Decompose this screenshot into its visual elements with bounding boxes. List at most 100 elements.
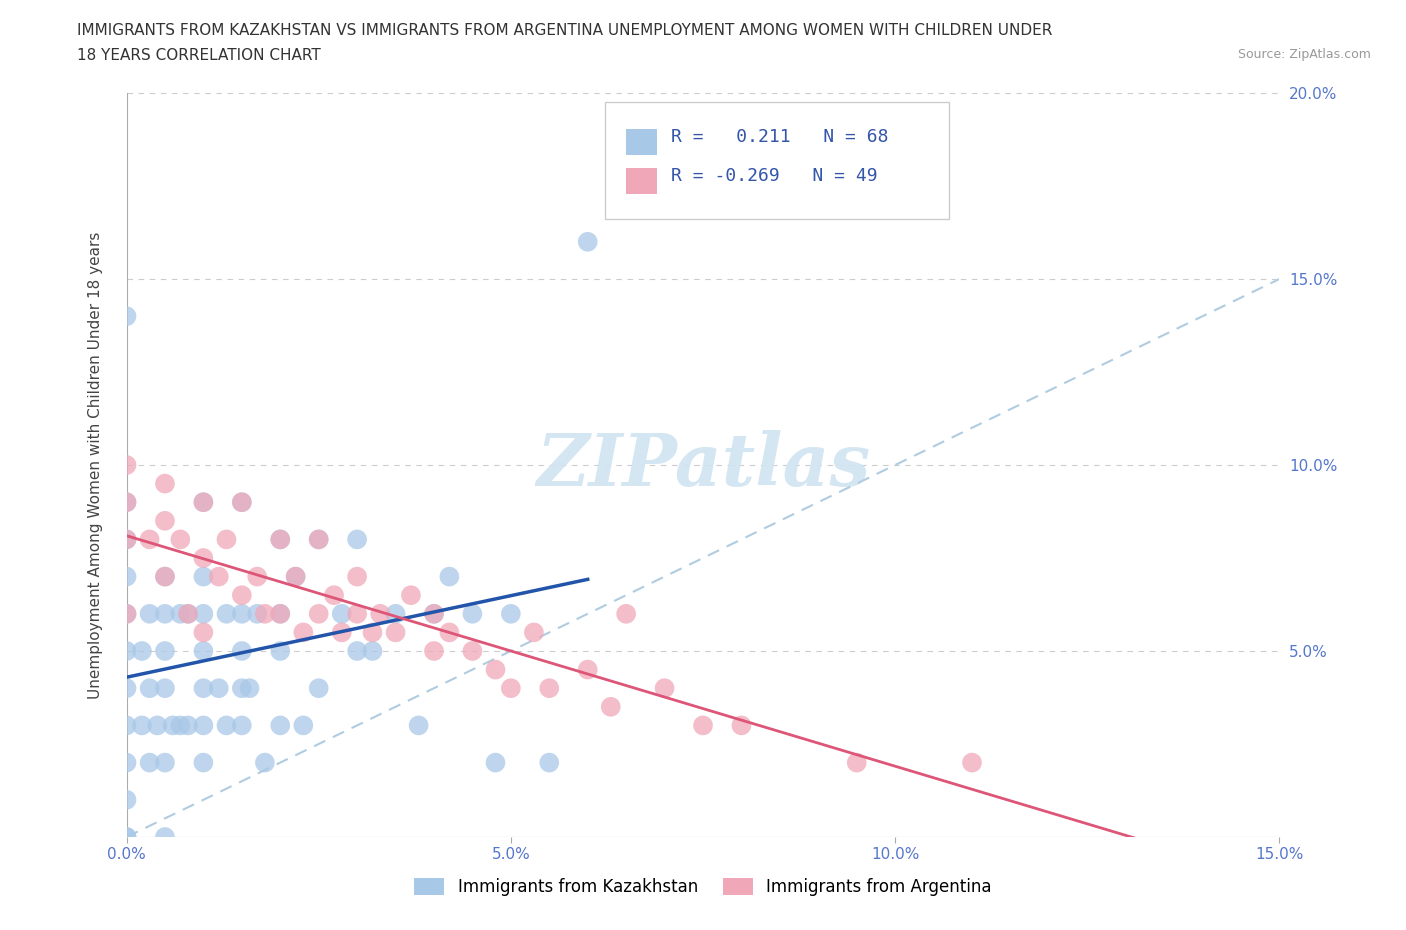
Point: [153, 606, 176, 621]
Point: [269, 718, 291, 733]
Point: [193, 755, 215, 770]
Point: [115, 309, 138, 324]
Point: [423, 606, 446, 621]
Point: [231, 718, 253, 733]
Point: [193, 625, 215, 640]
Point: [408, 718, 430, 733]
Point: [153, 681, 176, 696]
Point: [115, 606, 138, 621]
Point: [461, 606, 484, 621]
Point: [692, 718, 714, 733]
Point: [346, 606, 368, 621]
Point: [484, 662, 506, 677]
Point: [153, 644, 176, 658]
Point: [654, 681, 676, 696]
Point: [423, 644, 446, 658]
Point: [153, 513, 176, 528]
Point: [308, 681, 330, 696]
Point: [330, 625, 353, 640]
Point: [368, 606, 391, 621]
Point: [193, 644, 215, 658]
Point: [115, 792, 138, 807]
Point: [138, 755, 160, 770]
Point: [292, 718, 315, 733]
Point: [115, 830, 138, 844]
Point: [845, 755, 868, 770]
Point: [138, 606, 160, 621]
Point: [538, 681, 561, 696]
Point: [115, 718, 138, 733]
Point: [346, 569, 368, 584]
Point: [231, 588, 253, 603]
Point: [115, 569, 138, 584]
Point: [730, 718, 752, 733]
Point: [177, 606, 200, 621]
Point: [269, 644, 291, 658]
Point: [439, 625, 461, 640]
Point: [153, 569, 176, 584]
Point: [115, 532, 138, 547]
Point: [115, 495, 138, 510]
Point: [231, 606, 253, 621]
Point: [169, 606, 191, 621]
Point: [308, 532, 330, 547]
Point: [115, 755, 138, 770]
Point: [115, 830, 138, 844]
Point: [162, 718, 184, 733]
Point: [346, 644, 368, 658]
Text: ZIPatlas: ZIPatlas: [536, 430, 870, 500]
Point: [499, 681, 522, 696]
Point: [131, 718, 153, 733]
Point: [153, 476, 176, 491]
Point: [361, 625, 384, 640]
Point: [346, 532, 368, 547]
Point: [115, 681, 138, 696]
Point: [231, 495, 253, 510]
Point: [614, 606, 637, 621]
Point: [193, 495, 215, 510]
Point: [153, 755, 176, 770]
Point: [138, 532, 160, 547]
Point: [153, 569, 176, 584]
Point: [115, 644, 138, 658]
Point: [153, 830, 176, 844]
Point: [131, 644, 153, 658]
Point: [231, 495, 253, 510]
Text: Source: ZipAtlas.com: Source: ZipAtlas.com: [1237, 48, 1371, 61]
Point: [538, 755, 561, 770]
Point: [169, 718, 191, 733]
Point: [323, 588, 346, 603]
Point: [599, 699, 621, 714]
Text: IMMIGRANTS FROM KAZAKHSTAN VS IMMIGRANTS FROM ARGENTINA UNEMPLOYMENT AMONG WOMEN: IMMIGRANTS FROM KAZAKHSTAN VS IMMIGRANTS…: [77, 23, 1053, 38]
Point: [499, 606, 522, 621]
Point: [330, 606, 353, 621]
Point: [115, 532, 138, 547]
Point: [960, 755, 983, 770]
Text: R =   0.211   N = 68: R = 0.211 N = 68: [671, 127, 889, 146]
Point: [308, 532, 330, 547]
Point: [193, 681, 215, 696]
Point: [193, 495, 215, 510]
Point: [169, 532, 191, 547]
Point: [269, 532, 291, 547]
Point: [423, 606, 446, 621]
Point: [193, 606, 215, 621]
Point: [269, 606, 291, 621]
Point: [253, 606, 276, 621]
Point: [576, 662, 599, 677]
Point: [138, 681, 160, 696]
Text: 18 YEARS CORRELATION CHART: 18 YEARS CORRELATION CHART: [77, 48, 321, 63]
Point: [523, 625, 546, 640]
Point: [484, 755, 506, 770]
Point: [215, 718, 238, 733]
Point: [193, 569, 215, 584]
Point: [177, 606, 200, 621]
Point: [284, 569, 307, 584]
Point: [193, 551, 215, 565]
Point: [284, 569, 307, 584]
Point: [246, 606, 269, 621]
Point: [361, 644, 384, 658]
Point: [146, 718, 169, 733]
Point: [461, 644, 484, 658]
Point: [399, 588, 422, 603]
